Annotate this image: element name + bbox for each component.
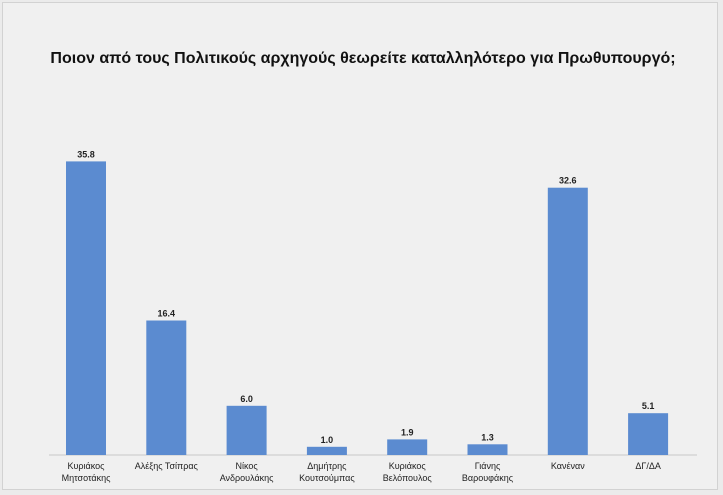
category-label-1-line-0: Αλέξης Τσίπρας [135, 461, 199, 471]
value-label-2: 6.0 [240, 394, 253, 404]
bar-0 [66, 161, 106, 455]
category-label-0-line-0: Κυριάκος [68, 461, 106, 471]
value-label-1: 16.4 [158, 309, 176, 319]
category-label-3-line-1: Κουτσούμπας [299, 473, 355, 483]
bar-chart-plot: 35.8 Κυριάκος Μητσοτάκης 16.4 Αλέξης Τσίπρας… [49, 149, 697, 483]
category-label-4-line-1: Βελόπουλος [383, 473, 433, 483]
category-label-0-line-1: Μητσοτάκης [62, 473, 111, 483]
category-label-6-line-0: Κανέναν [551, 461, 585, 471]
category-label-2-line-1: Ανδρουλάκης [220, 473, 274, 483]
category-label-5-line-1: Βαρουφάκης [462, 473, 514, 483]
category-label-5-line-0: Γιάνης [475, 461, 501, 471]
bar-6 [547, 187, 588, 455]
category-label-4-line-0: Κυριάκος [389, 461, 427, 471]
chart-frame: Ποιον από τους Πολιτικούς αρχηγούς θεωρε… [2, 2, 718, 490]
value-label-5: 1.3 [481, 432, 494, 442]
value-label-7: 5.1 [642, 401, 655, 411]
bar-5 [467, 444, 508, 455]
value-label-4: 1.9 [401, 427, 414, 437]
bar-3 [306, 446, 347, 455]
value-label-6: 32.6 [559, 176, 577, 186]
value-label-3: 1.0 [321, 435, 334, 445]
bar-2 [226, 405, 267, 455]
bar-4 [387, 439, 428, 455]
category-label-3-line-0: Δημήτρης [307, 461, 347, 471]
category-label-7-line-0: ΔΓ/ΔΑ [635, 461, 660, 471]
chart-title: Ποιον από τους Πολιτικούς αρχηγούς θεωρε… [50, 50, 676, 67]
bar-7 [628, 413, 669, 455]
value-label-0: 35.8 [77, 149, 95, 159]
bar-1 [146, 320, 187, 455]
category-label-2-line-0: Νίκος [235, 461, 258, 471]
